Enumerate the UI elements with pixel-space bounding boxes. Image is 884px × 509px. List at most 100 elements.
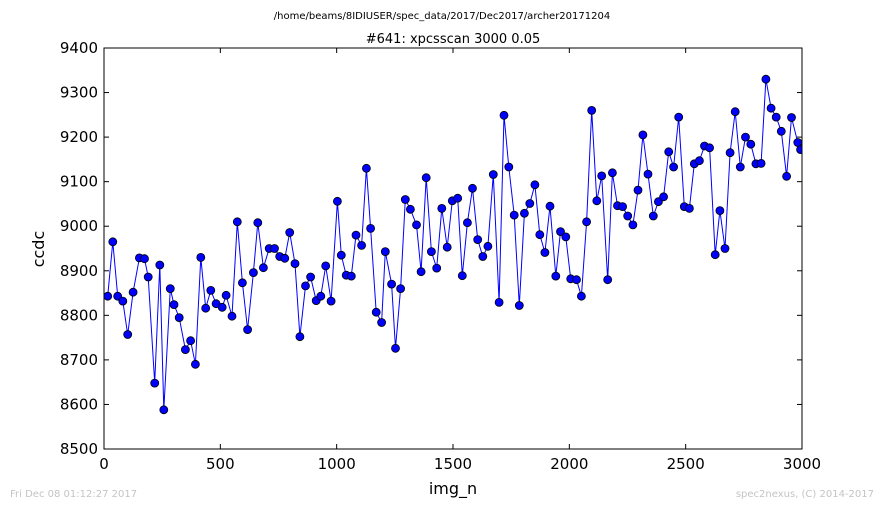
data-point	[280, 253, 290, 263]
data-point	[295, 332, 305, 342]
data-point	[227, 311, 237, 321]
data-point	[577, 291, 586, 301]
data-point	[155, 260, 165, 270]
data-point	[159, 405, 169, 415]
data-point	[685, 203, 694, 213]
data-point	[301, 281, 310, 291]
data-point	[796, 145, 802, 154]
data-point	[387, 279, 397, 289]
data-point	[572, 275, 581, 285]
data-point	[391, 343, 400, 353]
data-point	[316, 291, 326, 301]
data-point	[416, 267, 426, 277]
data-point	[248, 268, 258, 278]
data-point	[221, 290, 231, 300]
data-point	[782, 171, 791, 181]
x-tick-label: 3000	[783, 455, 821, 473]
data-point	[741, 132, 750, 142]
data-point	[540, 248, 550, 257]
data-point	[140, 254, 149, 264]
data-point	[735, 162, 745, 172]
data-point	[462, 218, 472, 228]
data-point	[108, 237, 118, 247]
data-point	[377, 318, 387, 327]
x-tick-label: 500	[206, 455, 235, 473]
data-point	[123, 330, 133, 339]
data-point	[457, 271, 467, 281]
data-point	[253, 218, 263, 228]
data-point	[270, 244, 279, 253]
data-point	[478, 252, 488, 261]
data-point	[659, 192, 668, 202]
data-point	[648, 211, 658, 221]
data-point	[426, 247, 436, 257]
data-point	[437, 203, 447, 213]
data-point	[592, 196, 602, 206]
data-point	[332, 196, 342, 206]
data-point	[290, 259, 300, 269]
y-tick-label: 8500	[60, 440, 98, 458]
data-point	[174, 313, 184, 323]
data-point	[628, 220, 638, 230]
data-point	[556, 227, 565, 237]
series-line	[107, 79, 802, 410]
data-point	[405, 204, 415, 214]
data-point	[336, 250, 346, 260]
data-point	[582, 217, 591, 227]
x-tick-label: 1500	[434, 455, 472, 473]
data-point	[453, 193, 463, 203]
data-point	[285, 228, 295, 237]
credit-footer: spec2nexus, (C) 2014-2017	[735, 489, 874, 500]
data-point	[494, 297, 504, 307]
y-tick-label: 9300	[60, 84, 98, 102]
data-point	[756, 158, 766, 168]
data-point	[669, 162, 678, 172]
data-point	[674, 112, 684, 122]
y-axis-label: ccdc	[29, 231, 48, 268]
x-tick-label: 2500	[667, 455, 705, 473]
data-point	[412, 220, 421, 230]
data-point	[643, 169, 653, 179]
data-point	[618, 202, 627, 212]
chart-suptitle: /home/beams/8IDIUSER/spec_data/2017/Dec2…	[274, 11, 610, 22]
data-point	[520, 208, 529, 218]
data-point	[597, 171, 607, 181]
data-point	[380, 247, 390, 257]
data-point	[725, 148, 735, 158]
data-point	[357, 240, 367, 250]
x-tick-label: 0	[99, 455, 109, 473]
data-point	[710, 250, 720, 260]
data-point	[128, 287, 138, 297]
data-point	[499, 110, 509, 120]
data-point	[118, 296, 128, 306]
data-point	[346, 271, 356, 281]
y-tick-label: 8900	[60, 262, 98, 280]
data-point	[761, 74, 771, 84]
y-tick-label: 9100	[60, 173, 98, 191]
y-tick-label: 8800	[60, 306, 98, 324]
data-point	[400, 195, 410, 204]
y-tick-label: 8600	[60, 395, 98, 413]
data-point	[776, 126, 786, 136]
data-point	[351, 230, 361, 240]
data-point	[488, 170, 498, 179]
data-point	[787, 113, 796, 122]
data-point	[561, 232, 571, 242]
data-point	[432, 263, 442, 273]
data-point	[196, 252, 206, 262]
chart-title: #641: xpcsscan 3000 0.05	[366, 32, 541, 47]
y-tick-label: 8700	[60, 351, 98, 369]
data-point	[545, 201, 555, 211]
data-point	[150, 378, 160, 388]
data-point	[633, 185, 643, 195]
data-point	[766, 103, 776, 113]
data-point	[730, 107, 740, 117]
data-point	[603, 275, 613, 285]
data-point	[525, 199, 535, 208]
data-point	[326, 296, 336, 306]
data-point	[237, 278, 247, 288]
x-tick-label: 1000	[318, 455, 356, 473]
data-point	[608, 168, 617, 178]
data-point	[473, 235, 483, 245]
